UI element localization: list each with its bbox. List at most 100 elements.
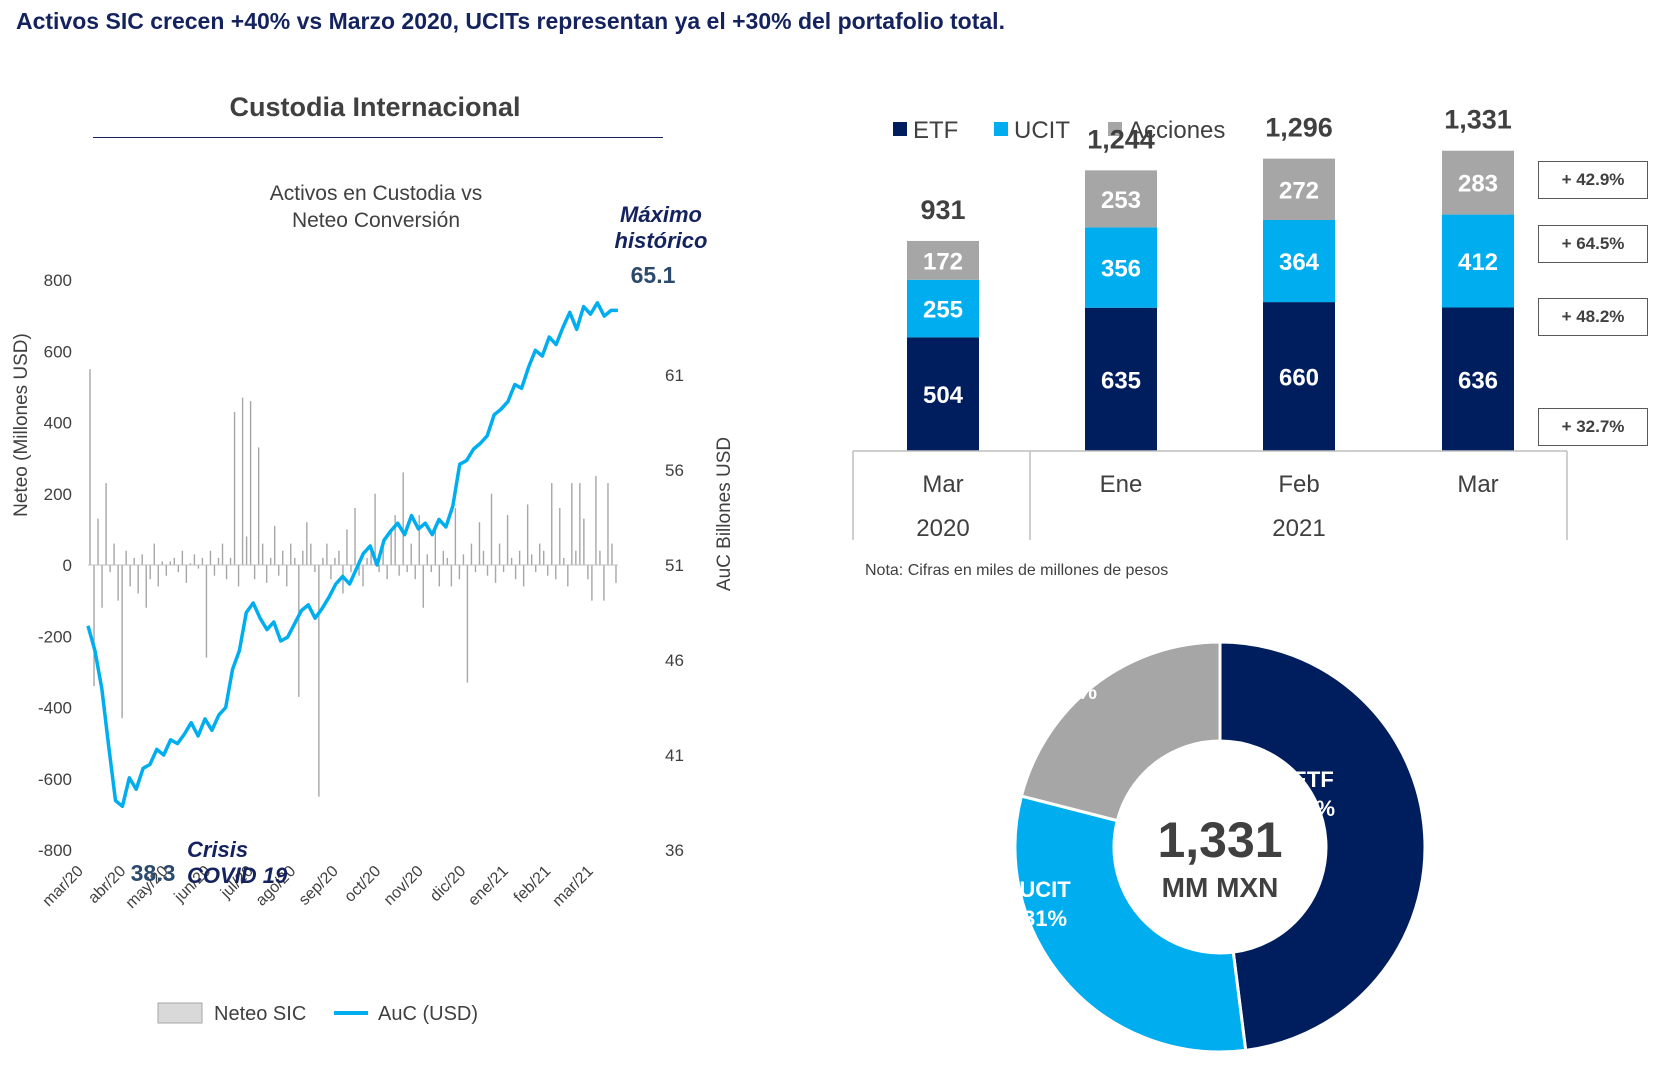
legend-label-auc: AuC (USD): [378, 1003, 478, 1025]
donut-slices: [1013, 640, 1427, 1054]
x-tick-label: feb/21: [511, 863, 555, 907]
category-label: Ene: [1100, 471, 1143, 498]
y-tick-label: -600: [38, 770, 72, 789]
auc-line: [86, 301, 618, 809]
y2-tick-label: 56: [665, 461, 684, 480]
bar-segment: [1442, 150, 1514, 215]
bar-segment: [1263, 302, 1335, 451]
donut-slice-label: UCIT: [1019, 877, 1071, 902]
donut-slice: [1013, 794, 1248, 1054]
y2-tick-label: 46: [665, 651, 684, 670]
y-tick-label: 800: [44, 271, 72, 290]
category-label: Mar: [922, 471, 963, 498]
legend-label: UCIT: [1014, 117, 1070, 144]
chart-title-line: Neteo Conversión: [292, 209, 460, 232]
stacked-bars: 504 255 172 931 635 356 253 1,244 660 364 272 1,296…: [907, 105, 1514, 451]
x-tick-label: mar/21: [550, 863, 597, 910]
legend-swatch: [893, 122, 907, 136]
max-label: histórico: [615, 228, 708, 253]
bar-value-label: 172: [923, 248, 963, 275]
bar-value-label: 356: [1101, 256, 1141, 283]
chart-title: Activos en Custodia vs Neteo Conversión: [270, 182, 482, 232]
y-tick-label: 600: [44, 342, 72, 361]
y-tick-label: -400: [38, 699, 72, 718]
crisis-label: COVID 19: [187, 863, 288, 888]
bar-segment: [1085, 307, 1157, 451]
bar-value-label: 636: [1458, 367, 1498, 394]
bar-segment: [1442, 307, 1514, 451]
x-tick-label: ene/21: [465, 863, 512, 910]
donut-slice-label: Acciones: [1026, 650, 1124, 675]
growth-box-total: + 64.5%: [1538, 225, 1648, 263]
stacked-bar-chart: ETF UCIT Acciones 504 255 172 931 635 356 253 1,2…: [852, 105, 1568, 542]
y2-tick-label: 61: [665, 366, 684, 385]
portfolio-donut-chart: ETF 48% UCIT 31% Acciones 21% 1,331 MM MXN: [1013, 640, 1427, 1054]
min-value: 38.3: [131, 860, 176, 886]
auc-neteo-chart: Activos en Custodia vs Neteo Conversión 8…: [11, 182, 735, 1025]
bar-segment: [1442, 214, 1514, 308]
bar-total-label: 931: [920, 195, 965, 225]
right-axis-ticks: 61 56 51 46 41 36: [665, 366, 684, 860]
bar-value-label: 283: [1458, 171, 1498, 198]
bar-value-label: 272: [1279, 177, 1319, 204]
donut-slice-pct: 21%: [1053, 679, 1097, 704]
left-axis-ticks: 800 600 400 200 0 -200 -400 -600 -800: [38, 271, 72, 860]
legend-swatch-neteo: [157, 1002, 203, 1024]
bar-total-label: 1,331: [1444, 105, 1512, 135]
x-tick-label: dic/20: [427, 863, 469, 905]
bar-segment: [907, 337, 979, 451]
legend-swatch: [994, 122, 1008, 136]
donut-hole: [1115, 742, 1325, 952]
bar-segment: [1085, 170, 1157, 228]
auc-line-series: [86, 301, 618, 809]
bar-segment: [907, 279, 979, 338]
donut-slice: [1218, 640, 1427, 1053]
bar-segment: [1085, 227, 1157, 308]
donut-slice: [1019, 640, 1222, 823]
neteo-bars: [89, 369, 617, 797]
bar-total-label: 1,296: [1265, 113, 1333, 143]
legend-swatch: [1108, 122, 1122, 136]
growth-box-ucit: + 48.2%: [1538, 298, 1648, 336]
bar-category-axis: Mar Ene Feb Mar 2020 2021: [852, 450, 1568, 542]
donut-center-value: 1,331: [1157, 812, 1282, 868]
bar-value-label: 364: [1279, 249, 1320, 276]
category-label: Mar: [1457, 471, 1498, 498]
bar-segment: [1263, 219, 1335, 303]
y-tick-label: 400: [44, 414, 72, 433]
legend-label: Acciones: [1128, 117, 1225, 144]
y2-axis-label: AuC Billones USD: [714, 437, 735, 591]
bar-value-label: 504: [923, 382, 964, 409]
bar-value-label: 635: [1101, 367, 1141, 394]
left-panel-title: Custodia Internacional: [229, 92, 521, 122]
bar-segment: [1263, 158, 1335, 220]
category-label: Feb: [1278, 471, 1319, 498]
year-label: 2020: [916, 515, 969, 542]
x-tick-label: oct/20: [341, 863, 384, 906]
chart-title-line: Activos en Custodia vs: [270, 182, 482, 205]
title-underline: [93, 137, 663, 138]
x-tick-label: sep/20: [296, 863, 342, 909]
growth-box-acciones: + 42.9%: [1538, 161, 1648, 199]
y-tick-label: 0: [63, 556, 72, 575]
bar-value-label: 255: [923, 297, 963, 324]
crisis-label: Crisis: [187, 837, 248, 862]
axis-labels: Neteo (Millones USD) AuC Billones USD: [11, 333, 735, 591]
x-tick-label: nov/20: [381, 863, 427, 909]
bar-value-label: 660: [1279, 365, 1319, 392]
legend-label: ETF: [913, 117, 958, 144]
chart-legend: Neteo SIC AuC (USD): [157, 1002, 478, 1025]
donut-center-unit: MM MXN: [1162, 872, 1279, 903]
donut-slice-label: ETF: [1292, 767, 1334, 792]
bar-legend: ETF UCIT Acciones: [893, 117, 1225, 144]
y2-tick-label: 51: [665, 556, 684, 575]
page-headline: Activos SIC crecen +40% vs Marzo 2020, U…: [16, 8, 1005, 34]
donut-slice-pct: 48%: [1291, 796, 1335, 821]
y2-tick-label: 41: [665, 746, 684, 765]
bar-total-label: 1,244: [1087, 124, 1155, 154]
bar-value-label: 412: [1458, 249, 1498, 276]
year-label: 2021: [1272, 515, 1325, 542]
y-axis-label: Neteo (Millones USD): [11, 333, 32, 517]
